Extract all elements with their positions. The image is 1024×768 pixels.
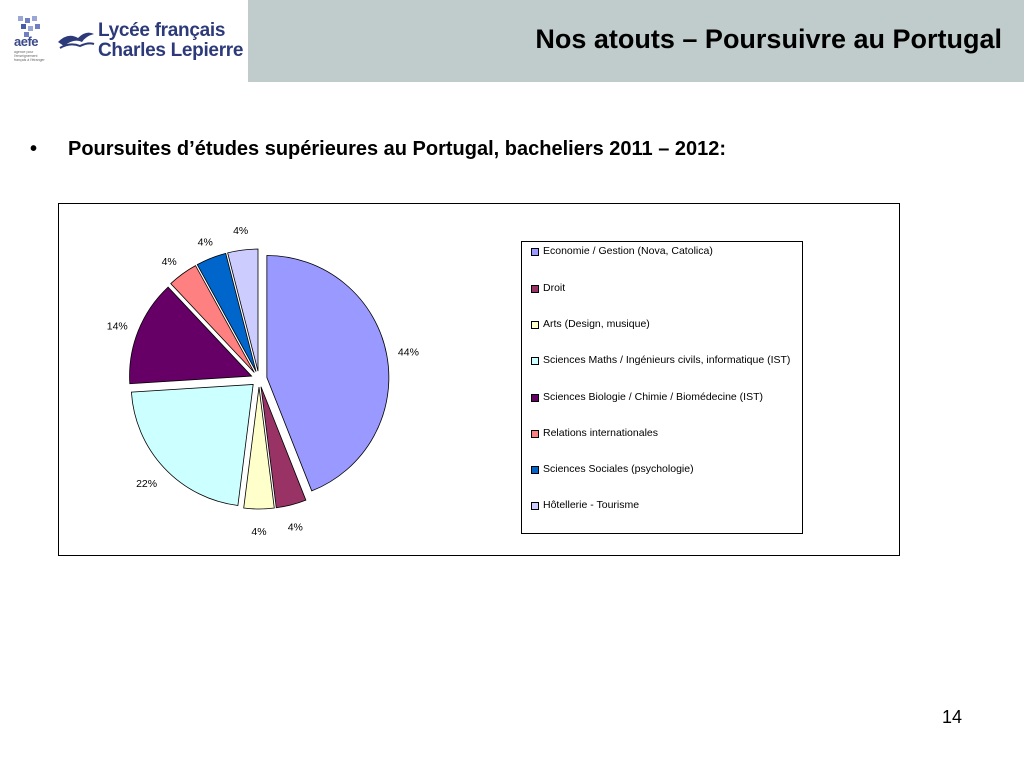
chart-legend: Economie / Gestion (Nova, Catolica) Droit… [521, 241, 803, 534]
legend-label: Relations internationales [543, 427, 658, 439]
legend-label: Sciences Sociales (psychologie) [543, 463, 694, 475]
title-bar: Nos atouts – Poursuivre au Portugal [248, 0, 1024, 82]
pie-slice-label: 4% [233, 225, 248, 237]
legend-label: Arts (Design, musique) [543, 318, 650, 330]
pie-slice [266, 255, 390, 492]
legend-label: Economie / Gestion (Nova, Catolica) [543, 245, 713, 257]
pie-slice [130, 384, 254, 506]
legend-swatch [531, 357, 539, 365]
pie-slice [243, 386, 275, 510]
slide-title: Nos atouts – Poursuivre au Portugal [535, 24, 1002, 54]
legend-item: Relations internationales [531, 426, 797, 441]
legend-item: Hôtellerie - Tourisme [531, 498, 797, 513]
lycee-logo-line1: Lycée français [98, 20, 226, 41]
legend-swatch [531, 430, 539, 438]
pie-slice-label: 44% [398, 347, 419, 359]
lycee-logo-icon [58, 32, 95, 49]
chart-container: 44% 4% 4% 22% 14% 4% 4% 4% Economie / Gestion (… [58, 203, 900, 556]
legend-swatch [531, 466, 539, 474]
pie-slice [196, 252, 257, 372]
legend-label: Sciences Biologie / Chimie / Biomédecine… [543, 391, 764, 403]
pie-slice [260, 386, 307, 509]
legend-label: Droit [543, 282, 566, 294]
pie-slice [170, 265, 255, 373]
legend-item: Sciences Sociales (psychologie) [531, 462, 797, 477]
legend-swatch [531, 394, 539, 402]
legend-swatch [531, 321, 539, 329]
bullet-marker: • [30, 138, 38, 160]
legend-item: Arts (Design, musique) [531, 317, 797, 332]
slide-subtitle: Poursuites d’études supérieures au Portu… [68, 138, 727, 160]
header-logos: aefe agence pour l'enseignement français… [0, 0, 248, 82]
pie-slice [129, 286, 253, 385]
lycee-logo-line2: Charles Lepierre [98, 40, 244, 61]
pie-slice-label: 22% [136, 478, 157, 490]
pie-slice [227, 248, 259, 372]
legend-item: Sciences Maths / Ingénieurs civils, info… [531, 353, 797, 368]
legend-item: Economie / Gestion (Nova, Catolica) [531, 244, 797, 259]
pie-slice-label: 14% [107, 320, 128, 332]
aefe-logo-icon [18, 16, 40, 37]
legend-item: Droit [531, 281, 797, 296]
legend-swatch [531, 285, 539, 293]
aefe-logo-text: aefe [14, 34, 39, 49]
pie-slice-label: 4% [251, 526, 266, 538]
legend-label: Sciences Maths / Ingénieurs civils, info… [543, 354, 791, 366]
legend-swatch [531, 248, 539, 256]
pie-slice-label: 4% [162, 256, 177, 268]
legend-item: Sciences Biologie / Chimie / Biomédecine… [531, 390, 797, 405]
pie-chart: 44% 4% 4% 22% 14% 4% 4% 4% [107, 225, 419, 538]
legend-swatch [531, 502, 539, 510]
pie-slice-label: 4% [288, 521, 303, 533]
pie-slice-label: 4% [198, 236, 213, 248]
page-number: 14 [941, 707, 962, 727]
legend-label: Hôtellerie - Tourisme [543, 499, 640, 511]
aefe-logo-subtext: agence pour l'enseignement français à l'… [14, 50, 45, 62]
